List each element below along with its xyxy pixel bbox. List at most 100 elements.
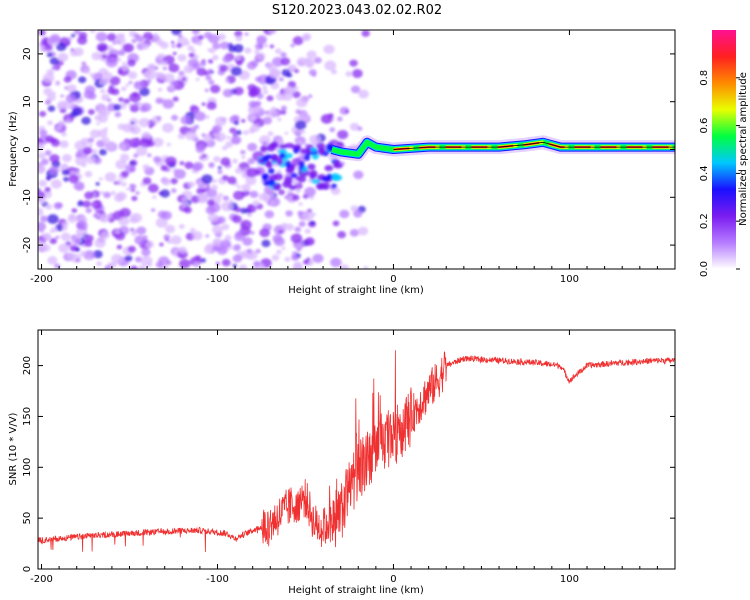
noise-blob <box>60 232 71 242</box>
noise-blob <box>235 130 242 136</box>
noise-blob <box>114 193 125 203</box>
noise-blob <box>129 125 141 135</box>
noise-blob <box>241 183 251 192</box>
noise-blob <box>201 133 206 137</box>
noise-blob <box>129 216 138 224</box>
colorbar-ticks: 0.0 0.2 0.4 0.6 0.8 <box>699 70 740 277</box>
noise-blob <box>133 153 139 158</box>
noise-blob <box>232 244 241 252</box>
noise-blob <box>91 149 98 155</box>
noise-blob <box>113 103 122 111</box>
noise-blob <box>163 234 171 240</box>
noise-blob <box>171 188 177 194</box>
noise-blob <box>160 189 170 198</box>
y-tick-label: 10 <box>22 95 33 108</box>
noise-blob <box>135 146 148 157</box>
cluster-blob <box>303 153 311 162</box>
noise-blob <box>296 57 309 67</box>
noise-blob <box>246 212 253 218</box>
cluster-blob <box>300 148 309 155</box>
noise-blob <box>320 114 333 124</box>
noise-blob <box>302 211 314 221</box>
noise-blob <box>224 79 230 83</box>
noise-blob <box>195 77 200 82</box>
noise-blob <box>243 130 249 136</box>
noise-blob <box>101 136 110 144</box>
noise-blob <box>129 183 137 190</box>
noise-blob <box>241 155 246 159</box>
noise-blob <box>207 59 214 64</box>
noise-blob <box>76 220 88 231</box>
noise-blob <box>61 163 68 169</box>
cluster-blob <box>267 168 275 174</box>
noise-blob <box>155 97 164 104</box>
colorbar-tick-label: 0.4 <box>699 165 710 181</box>
noise-blob <box>179 258 191 269</box>
noise-blob <box>99 78 108 86</box>
noise-blob <box>256 35 267 44</box>
noise-blob <box>263 43 269 48</box>
noise-blob <box>133 81 145 90</box>
noise-blob <box>173 169 186 180</box>
x-tick-label: 0 <box>390 274 396 285</box>
noise-blob <box>161 178 171 186</box>
noise-blob <box>128 80 133 85</box>
signal-trace <box>393 141 675 150</box>
noise-blob <box>84 170 93 178</box>
noise-blob <box>199 61 207 67</box>
noise-blob <box>55 42 67 52</box>
noise-blob <box>72 107 83 116</box>
noise-blob <box>349 122 360 131</box>
noise-blob <box>191 30 200 35</box>
noise-blob <box>224 234 232 241</box>
noise-blob <box>349 59 358 67</box>
noise-blob <box>185 130 198 141</box>
noise-blob <box>221 201 233 212</box>
colorbar-gradient <box>712 30 736 269</box>
noise-blob <box>274 48 282 54</box>
noise-blob <box>250 123 260 132</box>
noise-blob <box>78 76 87 84</box>
noise-blob <box>118 97 124 102</box>
noise-blob <box>58 243 70 253</box>
noise-blob <box>104 72 113 80</box>
noise-blob <box>339 264 349 269</box>
noise-blob <box>147 183 159 193</box>
noise-blob <box>235 55 241 61</box>
noise-blob <box>141 131 151 140</box>
noise-blob <box>272 234 283 243</box>
noise-blob <box>290 43 295 48</box>
noise-blob <box>46 52 53 58</box>
y-tick-label: 150 <box>22 407 33 426</box>
noise-blob <box>77 36 88 45</box>
noise-blob <box>98 236 106 244</box>
noise-blob <box>249 115 257 122</box>
noise-blob <box>46 69 55 76</box>
noise-blob <box>81 116 91 125</box>
noise-blob <box>38 221 47 232</box>
noise-blob <box>252 200 260 206</box>
noise-blob <box>172 96 179 102</box>
noise-blob <box>349 228 360 237</box>
noise-blob <box>201 102 206 106</box>
noise-blob <box>106 214 111 219</box>
cluster-blob <box>310 147 318 153</box>
noise-blob <box>261 141 268 146</box>
noise-blob <box>62 154 72 163</box>
y-tick-label: -20 <box>22 237 33 253</box>
noise-blob <box>97 107 107 116</box>
noise-blob <box>121 61 127 66</box>
noise-blob <box>51 227 58 233</box>
colorbar-tick-label: 0.8 <box>699 70 710 86</box>
noise-blob <box>127 59 136 67</box>
noise-blob <box>295 86 299 90</box>
noise-blob <box>206 68 214 75</box>
cluster-blob <box>324 165 334 172</box>
noise-blob <box>74 140 87 151</box>
cluster-blob <box>332 174 343 181</box>
noise-blob <box>253 260 261 267</box>
noise-blob <box>38 166 46 174</box>
noise-blob <box>100 191 105 195</box>
noise-blob <box>249 190 259 199</box>
snr-frame <box>37 329 676 570</box>
